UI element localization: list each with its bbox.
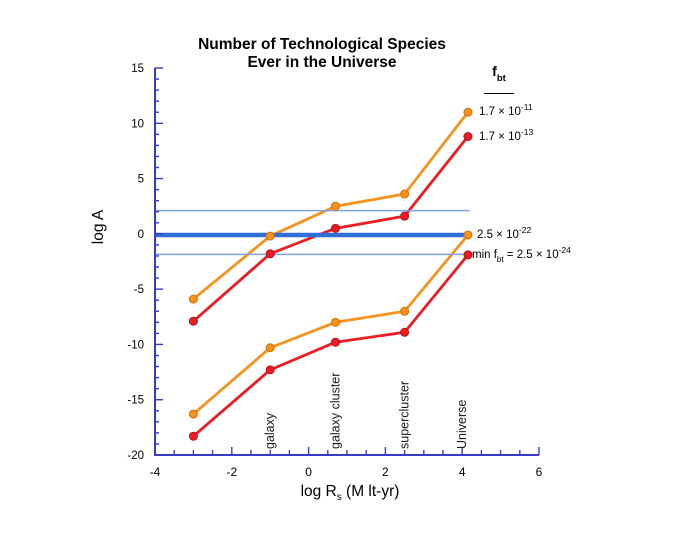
y-tick-label: 15 [131,63,144,75]
data-point [400,306,410,316]
category-label: supercluster [398,381,412,449]
y-tick-label: -20 [127,450,144,462]
legend-entry-3-value: 2.5 × 10 [477,228,519,241]
data-point [188,409,198,419]
legend-entry-min-subscript: bt [496,254,504,264]
data-point [265,249,275,259]
axis-ticks [154,67,540,456]
data-point [330,317,340,327]
series-line [191,110,470,301]
y-axis-label: log A [90,209,107,245]
x-axis-label-sub: s [336,492,342,504]
data-point [265,343,275,353]
data-point [330,223,340,233]
data-point [188,294,198,304]
y-tick-label: 10 [131,118,144,130]
data-point [463,107,473,117]
x-axis-label-text: log R [300,483,337,500]
x-tick-label: 6 [536,465,543,479]
y-tick-label: -15 [127,395,144,407]
x-axis-label-unit: (M lt-yr) [341,483,400,500]
data-point [463,250,473,260]
series-markers [188,107,473,441]
legend-entry-min: min fbt = 2.5 × 10-24 [472,245,571,264]
data-point [188,431,198,441]
x-axis-label: log Rs (M lt-yr) [250,483,450,503]
legend-header-subscript: bt [496,73,506,84]
legend-entry-1-value: 1.7 × 10 [479,105,521,118]
legend-entry-2: 1.7 × 10-13 [479,127,533,143]
legend-entry-1-exponent: -11 [520,102,533,112]
data-point [463,230,473,240]
legend-entry-min-prefix: min f [472,248,497,261]
legend-entry-min-value: = 2.5 × 10 [503,248,559,261]
chart-title-line2: Ever in the Universe [247,53,397,71]
legend-entry-2-value: 1.7 × 10 [479,130,521,143]
legend-entry-2-exponent: -13 [520,127,534,137]
category-label: Universe [455,400,469,449]
data-point [463,132,473,142]
legend-entry-3: 2.5 × 10-22 [477,225,531,241]
data-point [330,337,340,347]
y-tick-label: 5 [138,174,144,186]
legend-header-symbol: f [492,63,497,79]
data-point [400,327,410,337]
legend-header: fbt [484,59,514,94]
data-point [265,365,275,375]
x-tick-label: -2 [226,465,237,479]
category-label: galaxy [263,412,277,449]
chart-title: Number of Technological Species Ever in … [122,36,522,71]
legend-entry-3-exponent: -22 [518,225,532,235]
category-label: galaxy cluster [328,373,342,449]
category-labels: galaxy galaxy cluster supercluster Universe [263,373,469,449]
x-tick-labels: -4 -2 0 2 4 6 [150,465,543,479]
y-tick-label: -10 [127,339,144,351]
x-tick-label: -4 [150,465,161,479]
y-tick-label: -5 [134,284,144,296]
x-tick-label: 4 [459,465,466,479]
x-tick-label: 2 [382,465,389,479]
y-tick-label: 0 [138,229,144,241]
data-point [265,231,275,241]
data-point [188,316,198,326]
data-point [330,201,340,211]
data-point [400,189,410,199]
legend-entry-min-exponent: -24 [558,245,571,255]
y-tick-labels: 15 10 5 0 -5 -10 -15 -20 [127,63,144,462]
legend-entry-1: 1.7 × 10-11 [479,102,533,118]
data-point [400,211,410,221]
x-tick-label: 0 [305,465,312,479]
chart-title-line1: Number of Technological Species [198,36,446,53]
reference-lines [155,209,470,256]
